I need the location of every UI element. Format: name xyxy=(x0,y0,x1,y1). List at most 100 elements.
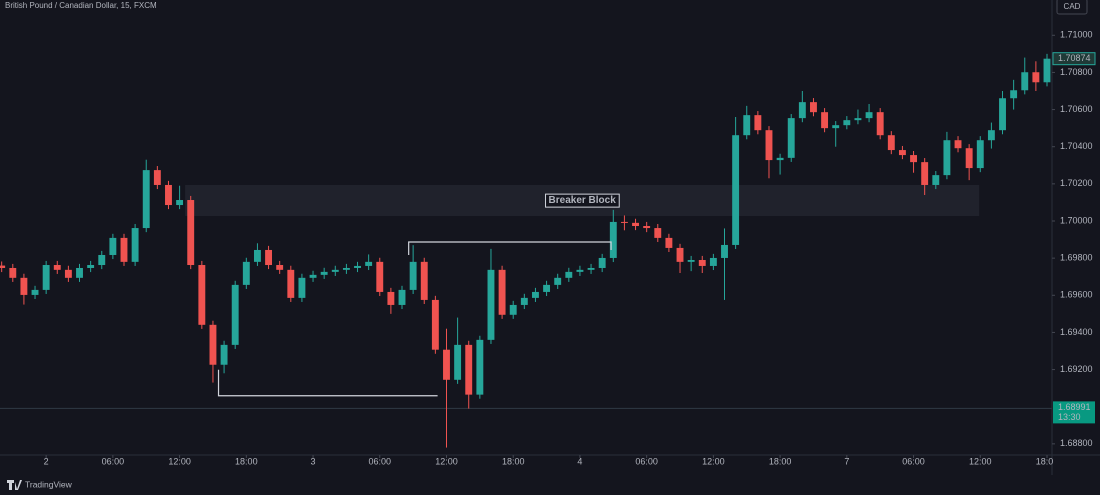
x-tick-label: 12:00 xyxy=(969,456,992,466)
candle-body xyxy=(965,148,973,169)
y-tick-label: 1.69400 xyxy=(1060,327,1093,337)
candle-body xyxy=(120,237,128,262)
candle-body xyxy=(1021,72,1029,91)
candle-body xyxy=(320,271,328,275)
candle-body xyxy=(854,118,862,121)
y-tick-label: 1.70000 xyxy=(1060,215,1093,225)
candle-body xyxy=(109,237,117,255)
candle-body xyxy=(331,269,339,272)
candle-body xyxy=(509,304,517,315)
candle-body xyxy=(898,150,906,156)
x-tick-label: 12:00 xyxy=(702,456,725,466)
x-tick-label: 12:00 xyxy=(168,456,191,466)
candle-body xyxy=(431,299,439,350)
candle-body xyxy=(176,200,184,206)
y-tick-label: 1.70400 xyxy=(1060,141,1093,151)
candle-body xyxy=(987,130,995,141)
y-tick-label: 1.70800 xyxy=(1060,67,1093,77)
candle-body xyxy=(487,269,495,340)
candle-body xyxy=(298,277,306,298)
candle-body xyxy=(776,157,784,161)
candle-body xyxy=(220,344,228,365)
candle-body xyxy=(131,228,139,262)
zone-label-box xyxy=(545,193,620,208)
price-line-label: 1.68991 xyxy=(1058,402,1091,412)
zone-label: Breaker Block xyxy=(549,195,617,206)
candle-body xyxy=(821,112,829,129)
plot-area: Breaker Block xyxy=(0,53,1052,448)
candle-body xyxy=(676,247,684,262)
candle-body xyxy=(709,257,717,266)
candle-body xyxy=(665,237,673,248)
candle-body xyxy=(443,349,450,380)
candle-body xyxy=(832,125,840,129)
candle-body xyxy=(954,140,962,149)
candle-body xyxy=(620,221,628,223)
price-axis xyxy=(1052,0,1100,475)
candle-body xyxy=(198,265,206,325)
x-tick-label: 18:00 xyxy=(502,456,525,466)
candle-body xyxy=(743,115,751,136)
candle-body xyxy=(687,260,695,262)
candle-body xyxy=(76,267,83,278)
candle-body xyxy=(20,277,28,295)
candle-body xyxy=(698,260,706,266)
candle-body xyxy=(565,271,573,278)
brand-logo[interactable]: TradingView xyxy=(7,479,73,490)
currency-button[interactable] xyxy=(1056,0,1088,15)
x-tick-label: 3 xyxy=(311,456,316,466)
logo-icon[interactable] xyxy=(7,480,22,490)
candle-body xyxy=(865,112,873,119)
candle-body xyxy=(554,277,562,285)
candle-body xyxy=(654,228,662,238)
candle-body xyxy=(932,175,940,185)
candle-body xyxy=(242,261,250,285)
footer xyxy=(0,475,1100,495)
candle-body xyxy=(354,265,361,268)
candle-body xyxy=(0,265,6,268)
candle-body xyxy=(187,200,195,266)
candle-body xyxy=(643,226,651,229)
y-tick-label: 1.69800 xyxy=(1060,253,1093,263)
brand-name[interactable]: TradingView xyxy=(25,479,73,489)
candle-body xyxy=(276,265,284,270)
candle-body xyxy=(721,244,728,258)
candle-body xyxy=(342,267,350,270)
candle-body xyxy=(787,118,795,158)
candle-body xyxy=(309,274,317,278)
candle-body xyxy=(209,324,217,365)
candle-body xyxy=(921,162,929,185)
candle-body xyxy=(798,102,806,119)
candle-body xyxy=(409,261,417,290)
candle-body xyxy=(31,289,39,295)
candle-body xyxy=(365,261,373,266)
candle-body xyxy=(465,344,473,395)
y-tick-label: 1.68800 xyxy=(1060,438,1093,448)
y-tick-label: 1.71000 xyxy=(1060,30,1093,40)
candle-body xyxy=(754,115,762,131)
candle-body xyxy=(532,291,539,298)
candle-body xyxy=(9,267,17,278)
x-tick-label: 18:00 xyxy=(1036,456,1059,466)
candle-body xyxy=(287,269,295,298)
x-tick-label: 4 xyxy=(577,456,582,466)
y-tick-label: 1.69200 xyxy=(1060,364,1093,374)
last-price-tag xyxy=(1052,52,1096,66)
candle-body xyxy=(64,269,72,278)
y-tick-label: 1.70200 xyxy=(1060,178,1093,188)
candle-body xyxy=(732,135,740,245)
candle-body xyxy=(1032,72,1040,83)
drawing-line xyxy=(408,241,612,255)
axes: 1.68800 1.69200 1.69400 1.69600 1.69800 1.700… xyxy=(44,30,1100,475)
symbol-title: British Pound / Canadian Dollar, 15, FXC… xyxy=(5,1,157,10)
candle-body xyxy=(520,297,528,305)
candle-body xyxy=(376,261,384,292)
x-tick-label: 18:00 xyxy=(235,456,258,466)
candle-body xyxy=(609,221,617,258)
candle-body xyxy=(253,249,261,262)
candle-body xyxy=(976,140,984,169)
currency-label[interactable]: CAD xyxy=(1064,2,1081,11)
candle-body xyxy=(142,170,150,229)
x-tick-label: 06:00 xyxy=(102,456,125,466)
